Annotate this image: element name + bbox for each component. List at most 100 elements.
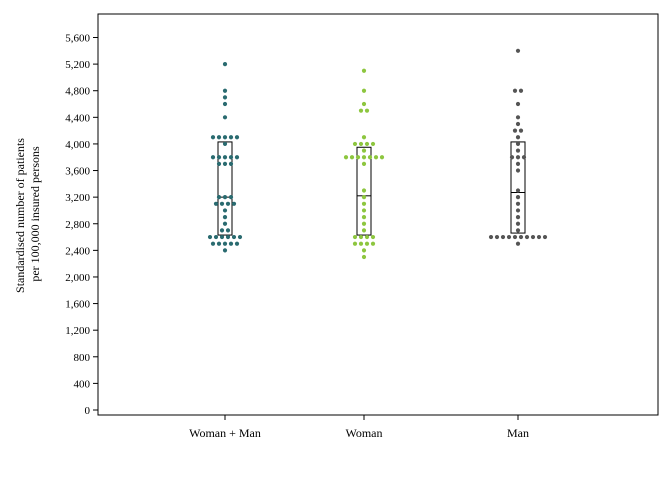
data-point (379, 155, 385, 160)
data-point (515, 221, 521, 226)
y-axis-title: Standardised number of patients per 100,… (13, 135, 42, 293)
data-point (352, 241, 358, 246)
plot-frame (97, 13, 659, 416)
y-tick-label: 3,600 (65, 166, 90, 178)
data-point (515, 135, 521, 140)
x-axis: Woman + Man Woman Man (189, 415, 529, 440)
data-point (358, 241, 364, 246)
data-point (364, 234, 370, 240)
data-point (225, 234, 231, 240)
data-point (222, 208, 228, 213)
data-point (355, 155, 361, 160)
y-tick-label: 5,200 (65, 59, 90, 71)
data-point (515, 148, 521, 153)
data-point (515, 115, 521, 120)
data-point (515, 141, 521, 147)
y-tick-label: 4,000 (65, 139, 90, 151)
data-point (361, 201, 367, 206)
data-point (237, 234, 243, 240)
data-point (524, 234, 530, 240)
data-point (506, 234, 512, 240)
data-point (352, 141, 358, 147)
data-point (364, 108, 370, 113)
data-point (370, 141, 376, 147)
data-point (515, 214, 521, 220)
data-point (494, 234, 500, 240)
data-point (361, 195, 367, 200)
data-point (361, 254, 367, 260)
data-point (228, 195, 234, 200)
data-point (222, 248, 228, 253)
data-point (222, 101, 228, 107)
data-point (361, 155, 367, 160)
y-axis-title-line1: Standardised number of patients (13, 138, 27, 293)
data-point (361, 101, 367, 107)
data-point (222, 88, 228, 93)
data-point (518, 128, 524, 133)
data-point (515, 168, 521, 173)
data-point (512, 88, 518, 93)
data-point (361, 161, 367, 166)
data-point (358, 108, 364, 113)
data-point (361, 148, 367, 153)
data-point (515, 188, 521, 193)
data-point (352, 234, 358, 240)
y-tick-label: 800 (74, 352, 91, 364)
y-tick-label: 2,800 (65, 219, 90, 231)
data-point (364, 241, 370, 246)
data-point (373, 155, 379, 160)
data-point (515, 195, 521, 200)
data-point (349, 155, 355, 160)
y-tick-label: 1,600 (65, 299, 90, 311)
data-point (542, 234, 548, 240)
data-point (231, 201, 237, 206)
data-point (515, 241, 521, 246)
data-point (225, 201, 231, 206)
data-point (222, 115, 228, 120)
data-point (521, 155, 527, 160)
x-category-label: Man (507, 426, 529, 440)
data-point (515, 208, 521, 213)
data-point (213, 234, 219, 240)
data-point (222, 241, 228, 246)
data-point (216, 195, 222, 200)
data-point (509, 155, 515, 160)
data-point (361, 88, 367, 93)
data-point (216, 241, 222, 246)
data-point (210, 135, 216, 140)
data-point (222, 155, 228, 160)
data-point (228, 161, 234, 166)
data-point (222, 195, 228, 200)
data-point (234, 135, 240, 140)
y-axis: 0 400 800 1,200 1,600 2,000 2,400 2,800 3,200 3,6… (65, 14, 99, 417)
data-point (231, 234, 237, 240)
data-point (222, 214, 228, 220)
data-point (361, 248, 367, 253)
data-point (361, 135, 367, 140)
data-point (358, 141, 364, 147)
x-category-label: Woman (345, 426, 382, 440)
data-point (515, 155, 521, 160)
data-point (222, 161, 228, 166)
y-tick-label: 400 (74, 378, 91, 390)
y-tick-label: 2,000 (65, 272, 90, 284)
data-point (370, 234, 376, 240)
data-point (222, 135, 228, 140)
data-point (518, 88, 524, 93)
data-point (210, 155, 216, 160)
data-point (213, 201, 219, 206)
data-point (518, 234, 524, 240)
data-point (216, 155, 222, 160)
data-point (219, 228, 225, 233)
data-point (222, 141, 228, 147)
data-point (210, 241, 216, 246)
data-point (530, 234, 536, 240)
y-tick-label: 4,400 (65, 112, 90, 124)
box-iqr (356, 146, 372, 236)
data-point (364, 141, 370, 147)
y-tick-label: 4,800 (65, 86, 90, 98)
data-point (361, 188, 367, 193)
y-axis-title-line2: per 100,000 insured persons (28, 146, 42, 282)
data-point (358, 234, 364, 240)
data-point (367, 155, 373, 160)
